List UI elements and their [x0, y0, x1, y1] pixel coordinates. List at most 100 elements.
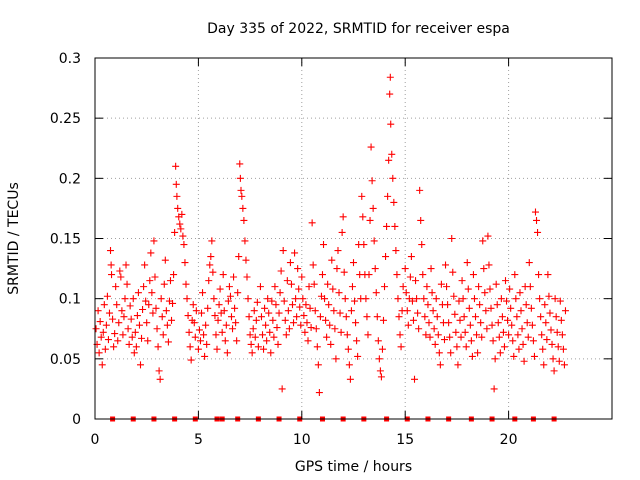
data-point [402, 289, 410, 297]
data-point [119, 331, 127, 339]
data-point [348, 283, 356, 291]
data-point [446, 333, 454, 341]
data-point [335, 289, 343, 297]
data-point [427, 265, 435, 273]
data-point [174, 204, 182, 212]
data-point [418, 241, 426, 249]
data-point [141, 261, 149, 269]
data-point [177, 225, 185, 233]
data-point [325, 301, 333, 309]
data-point [266, 328, 274, 336]
data-point [183, 295, 191, 303]
data-point [385, 156, 393, 164]
data-point [376, 367, 384, 375]
data-point [168, 316, 176, 324]
data-point [236, 160, 244, 168]
data-point [470, 295, 478, 303]
data-point [250, 307, 258, 315]
data-point [487, 304, 495, 312]
y-tick-label: 0.15 [50, 232, 81, 248]
data-point [546, 309, 554, 317]
data-point [363, 313, 371, 321]
data-point [407, 253, 415, 261]
data-point [420, 295, 428, 303]
data-point [221, 337, 229, 345]
data-point [462, 343, 470, 351]
data-point [475, 283, 483, 291]
y-tick-label: 0.1 [59, 292, 81, 308]
data-point [245, 313, 253, 321]
data-point [117, 273, 125, 281]
data-point [142, 297, 150, 305]
data-point [543, 336, 551, 344]
data-point [373, 313, 381, 321]
data-point [135, 321, 143, 329]
data-point [123, 280, 131, 288]
data-point [498, 313, 506, 321]
data-point [340, 268, 348, 276]
data-point [122, 261, 130, 269]
data-point [384, 192, 392, 200]
data-point [236, 174, 244, 182]
data-point [288, 301, 296, 309]
data-point [125, 340, 133, 348]
data-point [316, 313, 324, 321]
data-point [560, 361, 568, 369]
data-point [476, 301, 484, 309]
data-point [244, 295, 252, 303]
data-point [553, 328, 561, 336]
data-point [138, 334, 146, 342]
data-point [271, 283, 279, 291]
data-point [222, 321, 230, 329]
data-point [323, 333, 331, 341]
data-point [364, 331, 372, 339]
data-point [481, 289, 489, 297]
data-point [468, 352, 476, 360]
data-point [273, 324, 281, 332]
data-point [524, 333, 532, 341]
data-point [151, 273, 159, 281]
data-point [281, 316, 289, 324]
data-point [453, 343, 461, 351]
data-point [429, 307, 437, 315]
data-point [415, 325, 423, 333]
data-point [499, 328, 507, 336]
data-point [368, 177, 376, 185]
data-point [158, 313, 166, 321]
data-point [143, 319, 151, 327]
data-point [114, 337, 122, 345]
data-point [493, 301, 501, 309]
data-point [411, 375, 419, 383]
data-point [309, 261, 317, 269]
data-point [100, 301, 108, 309]
data-point [399, 283, 407, 291]
data-point [467, 337, 475, 345]
data-point [124, 325, 132, 333]
data-point [103, 292, 111, 300]
data-point [256, 283, 264, 291]
grid [95, 58, 612, 419]
data-point [154, 343, 162, 351]
data-point [101, 345, 109, 353]
data-point [227, 313, 235, 321]
x-tick-label: 20 [500, 432, 518, 448]
data-point [424, 301, 432, 309]
data-point [362, 295, 370, 303]
data-point [558, 331, 566, 339]
data-point [239, 204, 247, 212]
data-point [503, 297, 511, 305]
data-point [485, 261, 493, 269]
data-point [299, 295, 307, 303]
data-point [494, 319, 502, 327]
data-point [509, 337, 517, 345]
data-point [449, 268, 457, 276]
data-point [201, 352, 209, 360]
data-point [301, 328, 309, 336]
data-point [110, 343, 118, 351]
data-point [139, 305, 147, 313]
data-point [259, 331, 267, 339]
data-point [318, 271, 326, 279]
data-point [136, 361, 144, 369]
data-point [397, 343, 405, 351]
data-point [257, 313, 265, 321]
